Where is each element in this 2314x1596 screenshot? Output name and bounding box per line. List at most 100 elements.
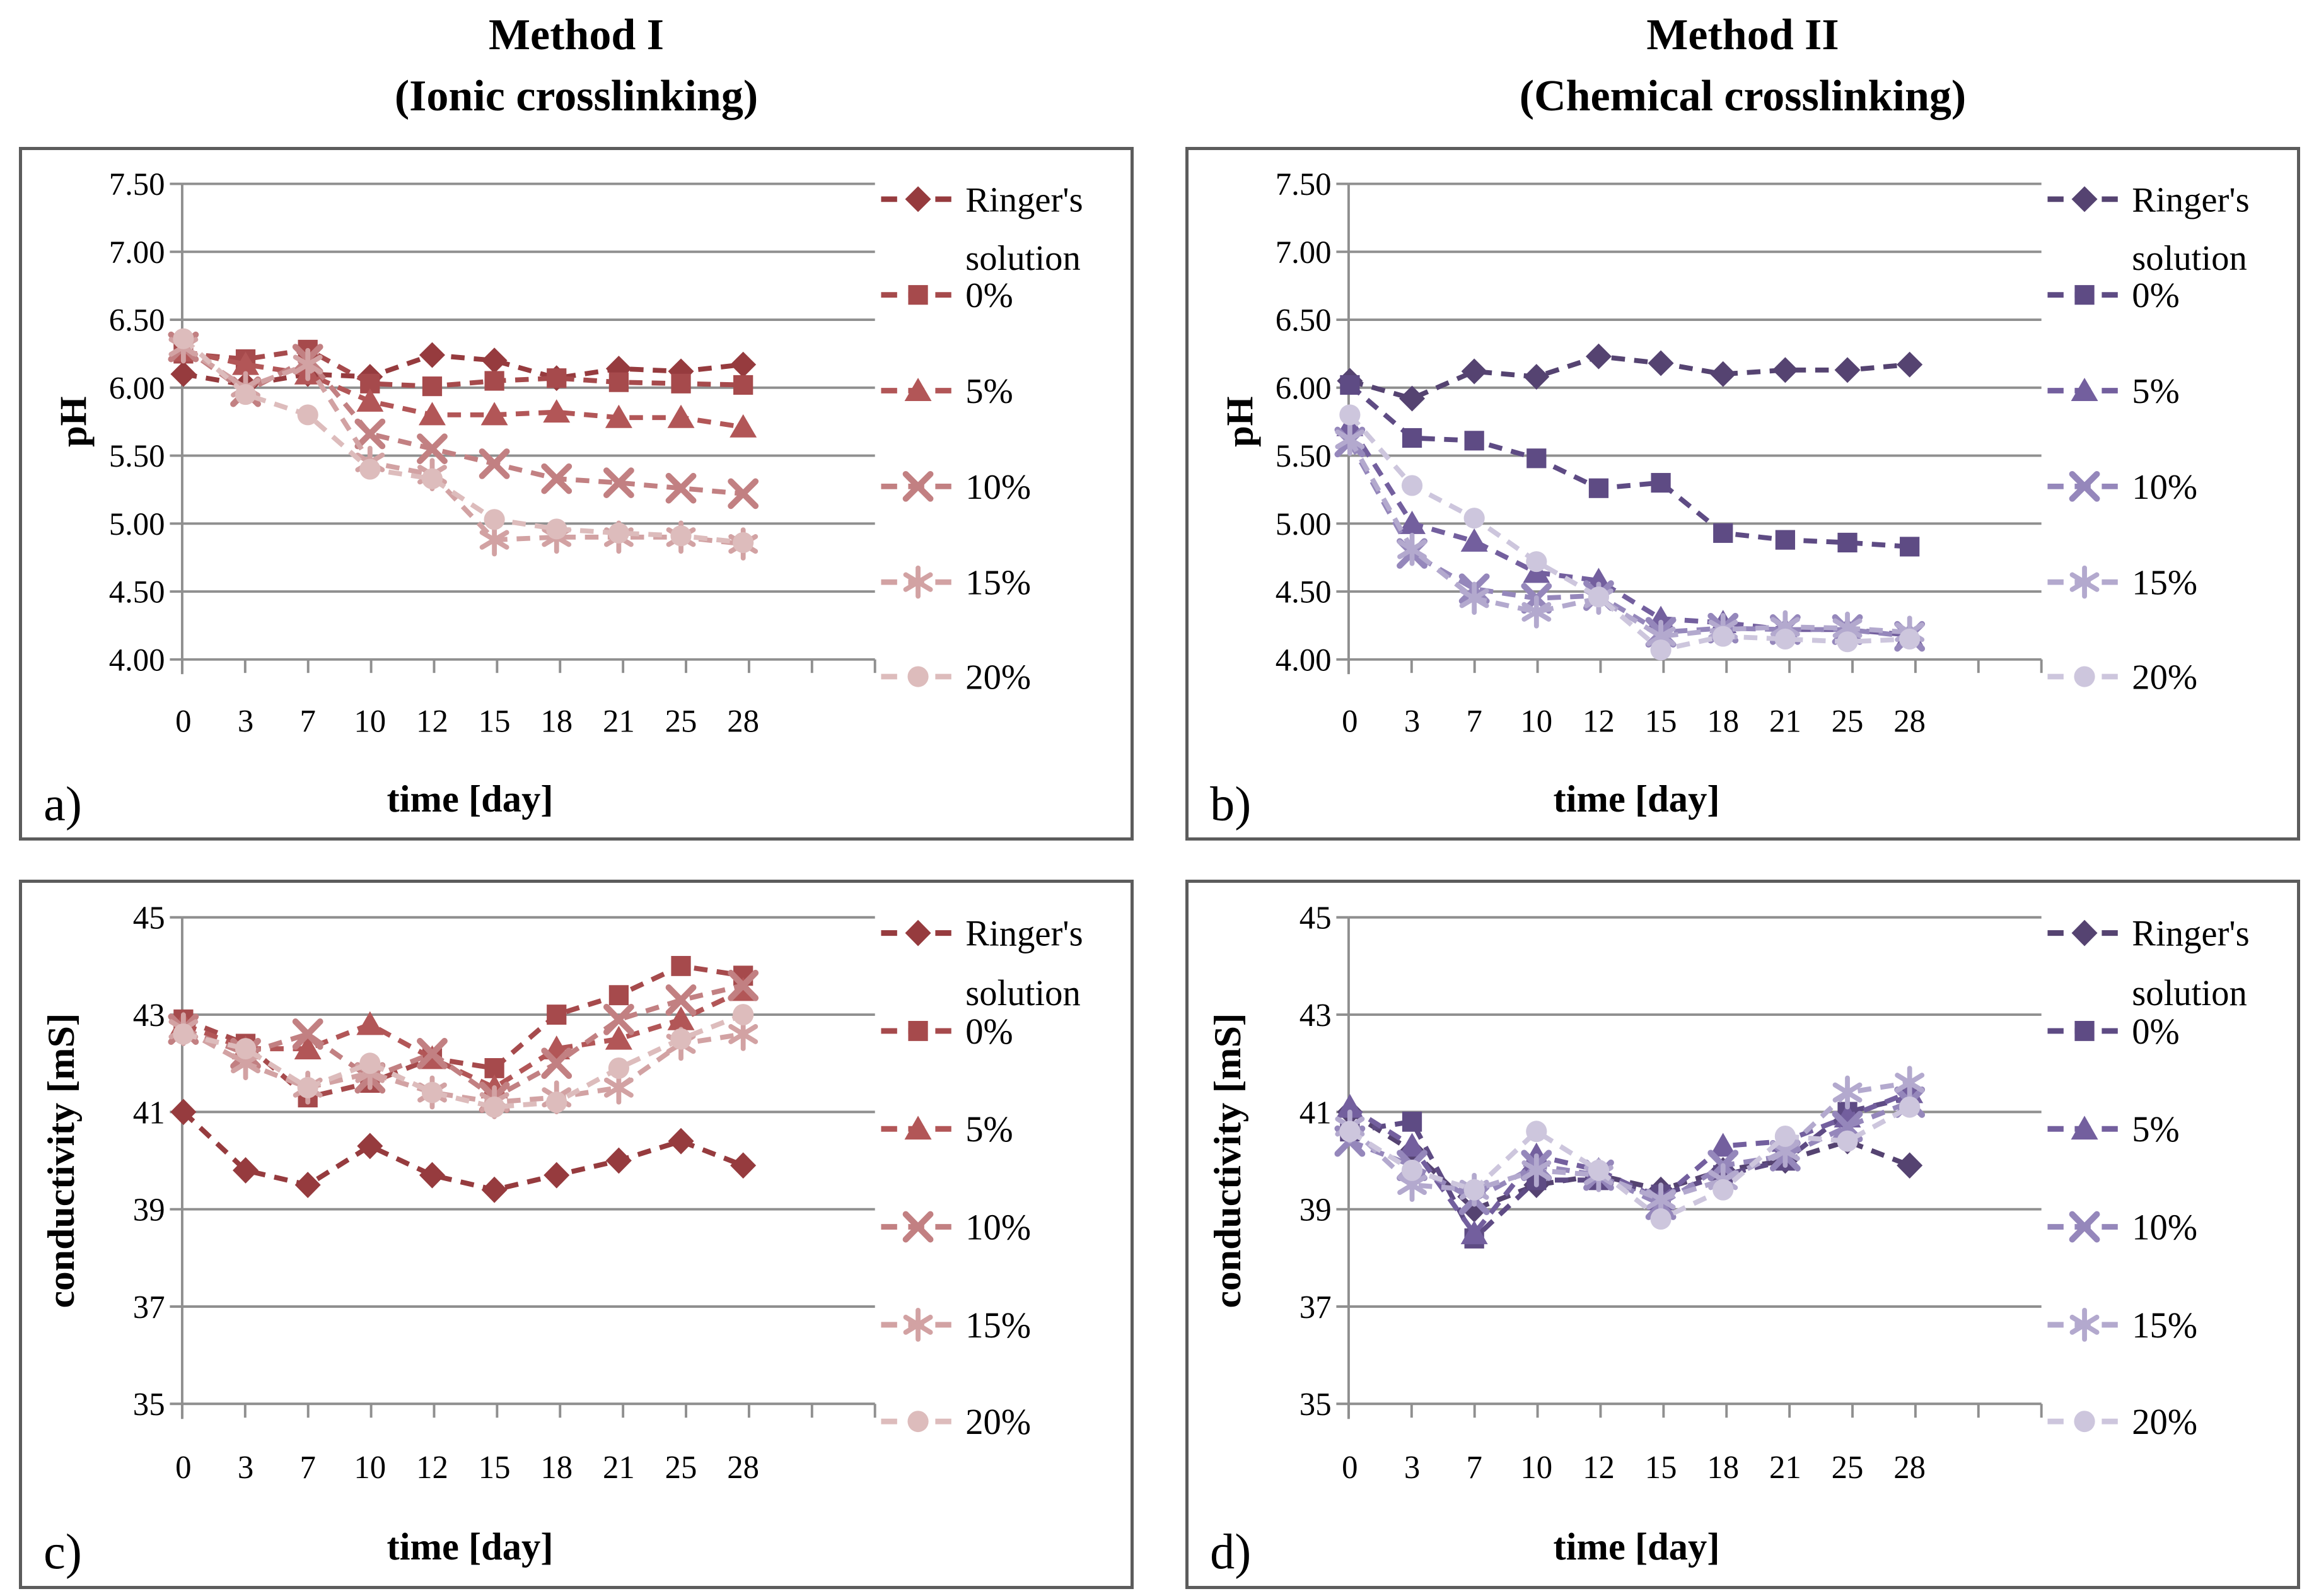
- x-tick-label: 28: [1893, 704, 1926, 739]
- circle-shape: [1650, 639, 1672, 661]
- data-point-marker: [1398, 510, 1426, 534]
- circle-shape: [608, 1057, 629, 1079]
- legend-marker: [2074, 1021, 2095, 1041]
- data-point-marker: [294, 1035, 322, 1059]
- triangle-shape: [1709, 1133, 1737, 1157]
- legend-label: 5%: [2132, 1110, 2180, 1150]
- x-stroke: [603, 467, 634, 498]
- legend-item: 10%: [2047, 1208, 2197, 1248]
- triangle-shape: [294, 1035, 322, 1059]
- data-point-marker: [730, 1152, 757, 1179]
- data-point-marker: [1336, 1093, 1364, 1118]
- circle-shape: [484, 509, 505, 530]
- data-point-marker: [1401, 1160, 1423, 1181]
- x-tick-label: 25: [1832, 704, 1864, 739]
- circle-shape: [421, 468, 443, 489]
- data-point-marker: [1526, 448, 1547, 469]
- data-point-marker: [292, 1018, 323, 1050]
- column-title-method-2: Method II (Chemical crosslinking): [1185, 5, 2300, 127]
- panel-letter: c): [44, 1524, 82, 1580]
- diamond-shape: [544, 1162, 570, 1189]
- circle-shape: [297, 1076, 318, 1098]
- asterisk-stroke: [1646, 1189, 1676, 1210]
- panel-c-cond-method1: 45 43 41 39 37 35 0 3 7 10 12 15 18 21 25 28 Ringer's sol…: [19, 880, 1134, 1589]
- title-method-1-line1: Method I: [488, 11, 665, 59]
- data-point-marker: [670, 525, 692, 547]
- x-tick-label: 7: [1466, 1449, 1482, 1486]
- legend-marker: [904, 1115, 932, 1140]
- y-tick-label: 45: [1299, 900, 1332, 936]
- legend-label: Ringer's: [2132, 914, 2249, 954]
- series-ringer-s-solution: [170, 1098, 757, 1203]
- y-tick-label: 5.00: [1276, 506, 1332, 542]
- series-line: [1347, 424, 1910, 638]
- x-tick-label: 0: [175, 704, 191, 739]
- circle-shape: [546, 1092, 567, 1113]
- circle-shape: [1774, 1126, 1796, 1147]
- data-point-marker: [1339, 404, 1361, 426]
- series-line: [182, 344, 744, 496]
- diamond-shape: [1897, 1152, 1923, 1179]
- x-tick-label: 15: [1645, 704, 1677, 739]
- series-5%: [1336, 412, 1924, 646]
- data-point-marker: [294, 1172, 321, 1199]
- circle-shape: [235, 384, 257, 405]
- y-axis-title: pH: [1219, 396, 1261, 446]
- legend-item: 5%: [881, 1110, 1013, 1150]
- data-point-marker: [547, 1005, 567, 1025]
- diamond-shape: [1523, 364, 1550, 390]
- circle-shape: [1899, 1096, 1921, 1118]
- square-shape: [1900, 537, 1920, 557]
- circle-shape: [907, 666, 929, 687]
- circle-shape: [2074, 666, 2095, 687]
- legend-label: solution: [965, 239, 1081, 278]
- legend-label: 10%: [2132, 468, 2197, 507]
- circle-shape: [1463, 1179, 1485, 1201]
- x-axis-title: time [day]: [387, 778, 554, 820]
- x-tick-label: 3: [238, 704, 253, 739]
- data-point-marker: [421, 468, 443, 489]
- data-point-marker: [1709, 1133, 1737, 1157]
- diamond-shape: [294, 1172, 321, 1199]
- diamond-shape: [170, 1098, 197, 1126]
- data-point-marker: [419, 1162, 445, 1189]
- square-shape: [733, 375, 753, 395]
- triangle-shape: [356, 1011, 384, 1035]
- data-point-marker: [170, 1098, 197, 1126]
- x-tick-label: 7: [299, 704, 315, 739]
- y-axis-title: pH: [52, 396, 95, 446]
- circle-shape: [608, 522, 629, 544]
- data-point-marker: [546, 1092, 567, 1113]
- x-tick-label: 15: [479, 704, 511, 739]
- gridlines: [1336, 916, 2042, 1406]
- y-tick-label: 41: [1299, 1095, 1332, 1131]
- legend-marker: [903, 565, 933, 599]
- data-point-marker: [173, 328, 194, 349]
- data-point-marker: [1900, 537, 1920, 557]
- legend-marker: [902, 1211, 934, 1243]
- data-point-marker: [1460, 528, 1488, 552]
- legend-item: Ringer's solution: [881, 914, 1083, 1013]
- data-point-marker: [484, 1096, 505, 1118]
- square-shape: [1526, 448, 1547, 469]
- y-tick-label: 5.50: [109, 438, 165, 474]
- circle-shape: [1837, 631, 1858, 653]
- square-shape: [1464, 431, 1484, 451]
- data-point-marker: [1335, 422, 1365, 456]
- x-axis-title: time [day]: [387, 1526, 554, 1569]
- diamond-shape: [2071, 919, 2098, 947]
- legend-marker: [907, 1411, 929, 1433]
- legend-label: 0%: [965, 276, 1013, 315]
- x-tick-label: 21: [1769, 704, 1801, 739]
- series-line: [183, 352, 744, 388]
- data-point-marker: [1899, 628, 1921, 649]
- y-tick-label: 43: [1299, 998, 1332, 1034]
- data-point-marker: [1461, 358, 1487, 385]
- asterisk-stroke: [2069, 572, 2100, 592]
- data-point-marker: [1712, 1179, 1734, 1201]
- data-point-marker: [665, 984, 697, 1016]
- circle-shape: [1401, 1160, 1423, 1181]
- data-point-marker: [357, 1133, 383, 1160]
